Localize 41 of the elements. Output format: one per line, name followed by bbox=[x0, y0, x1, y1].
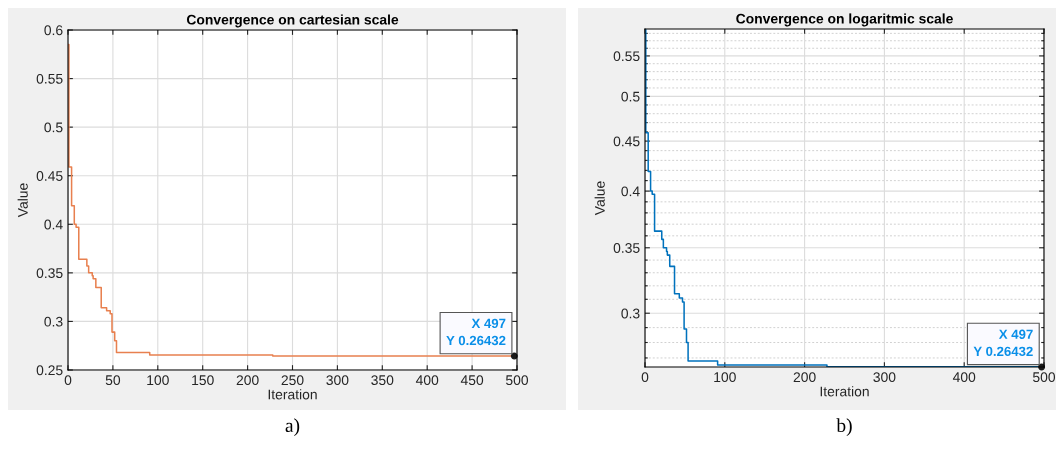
x-tick-label: 0 bbox=[641, 372, 649, 383]
x-tick-label: 100 bbox=[147, 375, 169, 386]
text: b) bbox=[836, 418, 852, 436]
y-tick-label: 0.35 bbox=[613, 243, 640, 253]
text: a) bbox=[285, 418, 300, 436]
x-tick-label: 100 bbox=[714, 372, 736, 383]
x-tick-label: 150 bbox=[192, 375, 214, 386]
x-tick-label: 400 bbox=[952, 372, 976, 383]
y-tick-label: 0.45 bbox=[613, 136, 640, 147]
y-tick-label: 0.3 bbox=[44, 316, 63, 327]
y-tick-label: 0.5 bbox=[44, 122, 63, 133]
y-tick-label: 0.6 bbox=[44, 25, 63, 36]
annotation: X 497 Y 0.26432 bbox=[446, 318, 506, 346]
x-tick-label: 450 bbox=[460, 375, 484, 386]
y-tick-label: 0.4 bbox=[44, 219, 63, 230]
y-tick-label: 0.35 bbox=[36, 268, 63, 279]
y-axis-title: Value bbox=[594, 181, 605, 216]
x-tick-label: 0 bbox=[64, 375, 72, 386]
x-tick-label: 350 bbox=[371, 375, 394, 386]
x-axis-title: Iteration bbox=[820, 386, 869, 397]
y-tick-label: 0.5 bbox=[621, 91, 640, 102]
x-axis-title: Iteration bbox=[268, 389, 317, 400]
annotation: X 497 Y 0.26432 bbox=[973, 329, 1033, 357]
y-tick-label: 0.4 bbox=[621, 186, 640, 197]
y-axis-title: Value bbox=[17, 183, 28, 218]
x-tick-label: 300 bbox=[326, 375, 349, 386]
chart-title: Convergence on logaritmic scale bbox=[736, 13, 953, 27]
y-tick-label: 0.3 bbox=[621, 308, 640, 319]
y-tick-label: 0.45 bbox=[36, 171, 63, 181]
x-tick-label: 500 bbox=[505, 375, 529, 386]
x-tick-label: 300 bbox=[873, 372, 896, 383]
y-tick-label: 0.25 bbox=[36, 365, 63, 376]
x-tick-label: 200 bbox=[793, 372, 816, 383]
x-tick-label: 250 bbox=[281, 375, 304, 386]
x-tick-label: 400 bbox=[415, 375, 439, 386]
x-tick-label: 500 bbox=[1032, 372, 1056, 383]
x-tick-label: 50 bbox=[105, 375, 121, 386]
y-tick-label: 0.55 bbox=[36, 73, 63, 84]
x-tick-label: 200 bbox=[236, 375, 259, 386]
y-tick-label: 0.55 bbox=[613, 51, 640, 62]
chart-title: Convergence on cartesian scale bbox=[186, 14, 399, 28]
